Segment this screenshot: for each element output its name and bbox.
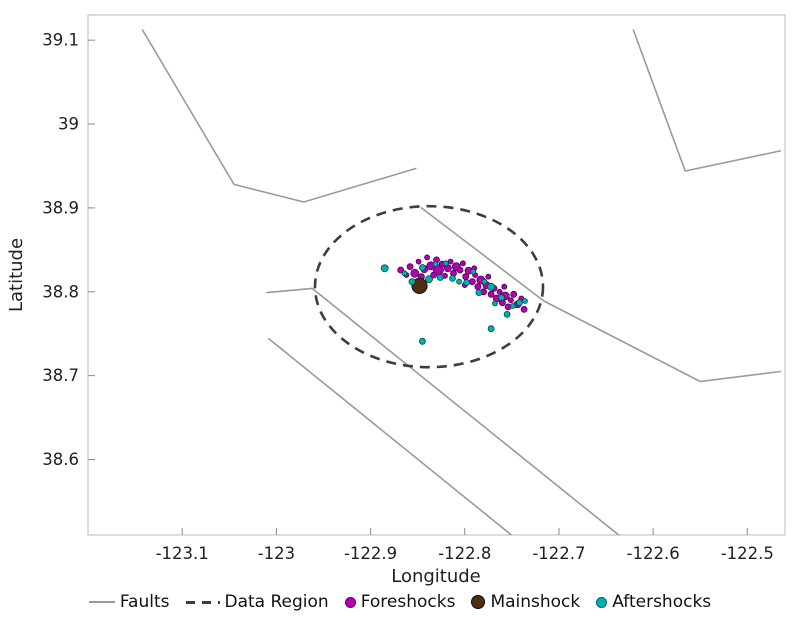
foreshock-point: [507, 297, 514, 304]
foreshock-point: [501, 283, 508, 290]
aftershock-point: [408, 278, 416, 286]
fault-line: [420, 207, 782, 383]
aftershock-point: [401, 270, 408, 277]
foreshock-point: [474, 283, 482, 291]
foreshock-point: [459, 260, 466, 267]
fault-line: [266, 287, 620, 535]
fault-line: [267, 337, 513, 535]
faults-line-swatch: [88, 601, 115, 603]
x-tick-label: -123: [258, 544, 295, 563]
foreshock-point: [447, 258, 454, 265]
aftershock-point: [509, 303, 516, 309]
data-region-ellipse: [313, 204, 545, 369]
foreshock-point: [424, 254, 431, 261]
aftershock-point: [475, 289, 483, 297]
y-tick-label: 38.8: [42, 282, 79, 301]
foreshock-point: [410, 268, 420, 278]
aftershock-point: [418, 264, 426, 271]
foreshock-point: [456, 266, 464, 274]
x-tick-label: -122.9: [344, 544, 397, 563]
plot-content: [141, 29, 782, 535]
fault-line: [141, 29, 417, 203]
data-region-dash-swatch: [185, 600, 220, 604]
legend-item-mainshock: Mainshock: [471, 592, 580, 612]
x-tick-label: -122.5: [721, 544, 774, 563]
y-axis-label: Latitude: [6, 238, 27, 312]
aftershock-point: [522, 298, 528, 304]
foreshock-point: [468, 278, 476, 286]
aftershock-point: [380, 264, 389, 273]
legend: Faults Data Region Foreshocks Mainshock …: [0, 592, 800, 612]
aftershock-point: [516, 299, 523, 307]
aftershock-point: [487, 325, 495, 333]
aftershock-point: [442, 260, 449, 267]
foreshock-point: [406, 263, 414, 271]
x-tick-label: -122.6: [627, 544, 680, 563]
aftershock-point: [481, 278, 488, 285]
foreshock-point: [510, 290, 518, 298]
legend-item-data-region: Data Region: [185, 592, 329, 612]
legend-label-mainshock: Mainshock: [490, 592, 581, 612]
foreshocks-dot-swatch: [344, 596, 356, 608]
legend-item-aftershocks: Aftershocks: [596, 592, 711, 612]
x-tick-label: -122.8: [438, 544, 491, 563]
x-tick-label: -122.7: [532, 544, 585, 563]
foreshock-point: [520, 305, 528, 313]
aftershock-point: [418, 337, 426, 345]
aftershock-point: [491, 300, 498, 307]
legend-label-faults: Faults: [119, 592, 170, 612]
foreshock-point: [485, 273, 492, 280]
aftershock-point: [456, 278, 463, 285]
aftershock-point: [498, 294, 505, 302]
foreshock-point: [397, 266, 405, 274]
mainshock-dot-swatch: [471, 595, 486, 609]
aftershock-point: [463, 279, 471, 286]
legend-item-foreshocks: Foreshocks: [344, 592, 456, 612]
x-axis-label: Longitude: [391, 566, 481, 587]
legend-label-foreshocks: Foreshocks: [360, 592, 456, 612]
foreshock-point: [496, 288, 503, 295]
foreshock-point: [415, 258, 422, 265]
y-tick-label: 39: [58, 115, 79, 134]
mainshock-point: [411, 277, 428, 294]
aftershock-point: [487, 282, 496, 291]
aftershock-point: [432, 261, 439, 268]
x-tick-label: -123.1: [156, 544, 209, 563]
fault-line: [632, 29, 782, 172]
legend-label-data-region: Data Region: [224, 592, 329, 612]
aftershock-point: [425, 275, 433, 284]
legend-label-aftershocks: Aftershocks: [612, 592, 712, 612]
aftershock-point: [436, 274, 444, 281]
foreshock-point: [487, 290, 495, 298]
y-tick-label: 38.6: [42, 450, 79, 469]
y-tick-label: 38.7: [42, 366, 79, 385]
y-tick-label: 38.9: [42, 198, 79, 217]
y-tick-label: 39.1: [42, 31, 79, 50]
aftershock-point: [470, 268, 477, 275]
aftershocks-dot-swatch: [596, 596, 608, 608]
aftershock-point: [449, 274, 456, 282]
aftershock-point: [503, 310, 511, 318]
legend-item-faults: Faults: [88, 592, 170, 612]
axes-layer: -123.1 -123 -122.9 -122.8 -122.7 -122.6 -122.5…: [42, 31, 774, 563]
